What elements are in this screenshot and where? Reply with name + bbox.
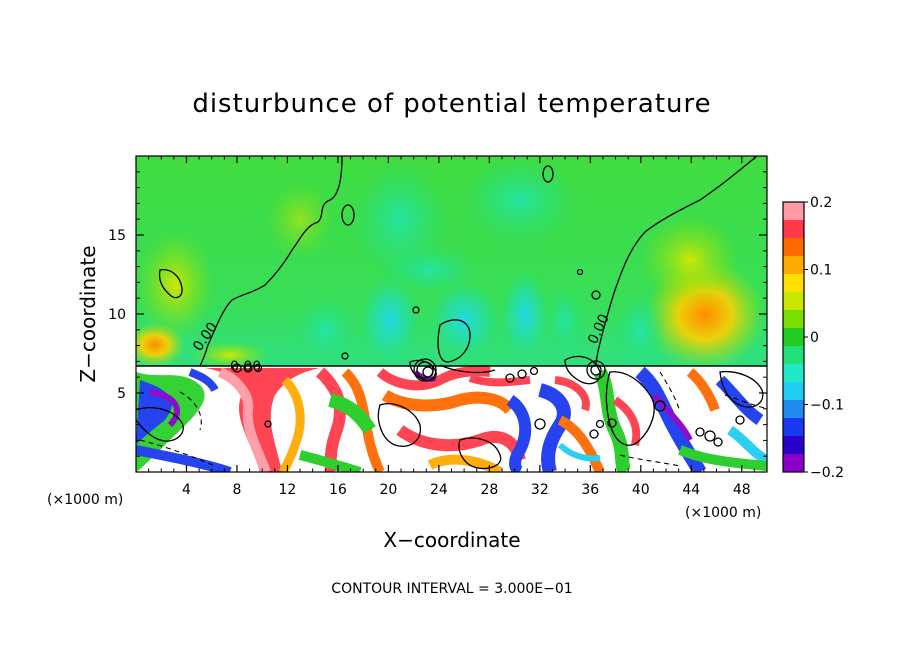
colorbar-swatch bbox=[783, 202, 804, 221]
y-tick-label: 15 bbox=[108, 228, 126, 244]
colorbar-swatch bbox=[783, 382, 804, 401]
colorbar-swatch bbox=[783, 346, 804, 365]
colorbar-swatch bbox=[783, 310, 804, 329]
contour-interval: CONTOUR INTERVAL = 3.000E−01 bbox=[331, 581, 572, 597]
colorbar-swatch bbox=[783, 364, 804, 383]
colorbar-swatch bbox=[783, 292, 804, 311]
x-tick-label: 12 bbox=[279, 482, 297, 498]
colorbar-swatch bbox=[783, 220, 804, 239]
x-axis-label: X−coordinate bbox=[383, 528, 520, 552]
contours-dashed bbox=[139, 371, 766, 467]
x-tick-label: 32 bbox=[531, 482, 549, 498]
x-tick-label: 4 bbox=[182, 482, 191, 498]
x-unit-label: (×1000 m) bbox=[685, 505, 761, 521]
lower-field-patches bbox=[136, 366, 767, 472]
x-tick-label: 8 bbox=[232, 482, 241, 498]
colorbar-swatch bbox=[783, 328, 804, 347]
colorbar-swatch bbox=[783, 274, 804, 293]
colorbar-swatch bbox=[783, 400, 804, 419]
x-tick-label: 44 bbox=[682, 482, 700, 498]
y-tick-label: 5 bbox=[117, 386, 126, 402]
plot-area bbox=[136, 156, 767, 472]
colorbar: 0.2 0.1 0 −0.1 −0.2 bbox=[782, 195, 844, 481]
colorbar-tick-label: −0.2 bbox=[810, 465, 844, 481]
y-axis: 5 10 15 bbox=[108, 171, 767, 457]
colorbar-tick-label: 0.2 bbox=[810, 195, 832, 211]
x-tick-label: 40 bbox=[632, 482, 650, 498]
colorbar-swatch bbox=[783, 418, 804, 437]
colorbar-swatch bbox=[783, 436, 804, 455]
y-tick-label: 10 bbox=[108, 307, 126, 323]
contours bbox=[136, 156, 767, 470]
colorbar-swatch bbox=[783, 238, 804, 257]
chart-title: disturbunce of potential temperature bbox=[192, 89, 711, 119]
colorbar-swatch bbox=[783, 256, 804, 275]
y-unit-label: (×1000 m) bbox=[47, 492, 123, 508]
colorbar-tick-label: 0 bbox=[810, 330, 819, 346]
x-tick-label: 24 bbox=[430, 482, 448, 498]
colorbar-tick-label: −0.1 bbox=[810, 398, 844, 414]
x-tick-label: 36 bbox=[581, 482, 599, 498]
x-tick-label: 48 bbox=[733, 482, 751, 498]
x-tick-label: 16 bbox=[329, 482, 347, 498]
y-axis-label: Z−coordinate bbox=[76, 245, 100, 382]
colorbar-tick-label: 0.1 bbox=[810, 263, 832, 279]
x-axis: 4 8 12 16 20 24 28 32 36 40 44 48 bbox=[148, 156, 755, 498]
x-tick-label: 28 bbox=[480, 482, 498, 498]
contour-label: 0.00 bbox=[230, 359, 261, 375]
x-tick-label: 20 bbox=[379, 482, 397, 498]
colorbar-swatch bbox=[783, 454, 804, 473]
